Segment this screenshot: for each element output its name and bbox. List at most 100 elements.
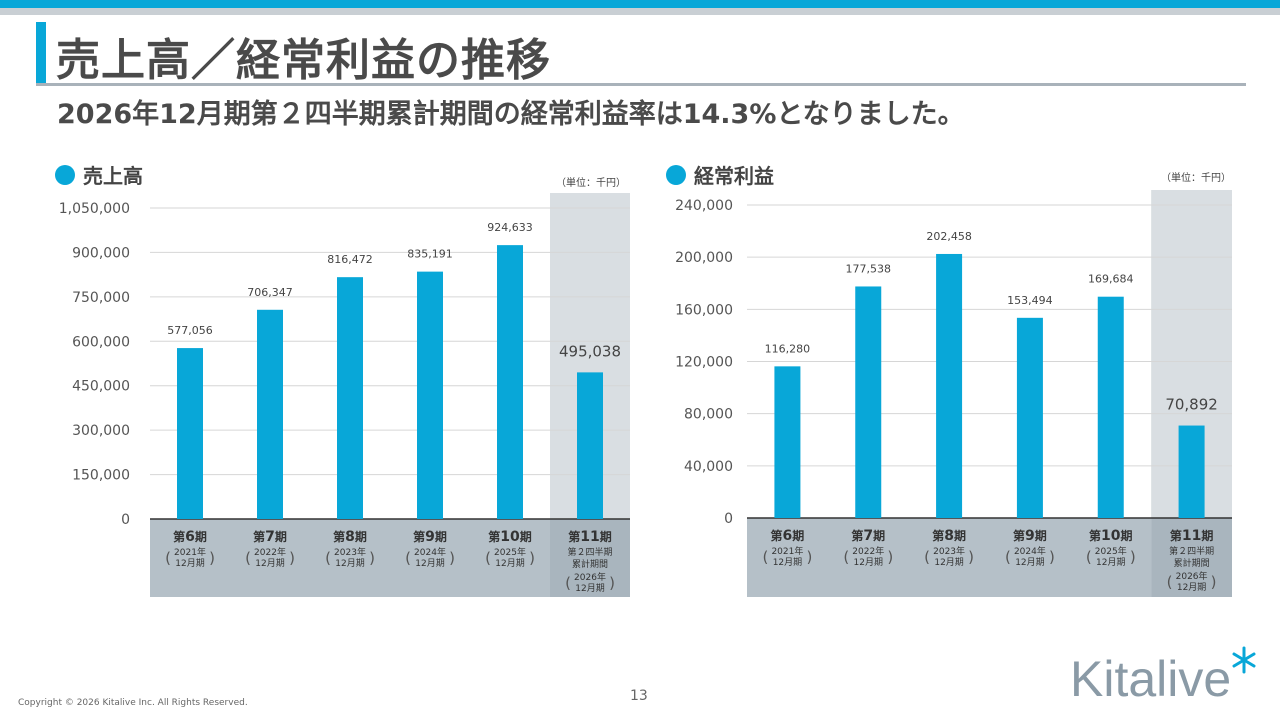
category-year: 2021年 [771,545,803,557]
y-tick-label: 0 [121,512,130,528]
category-month: 12月期 [495,558,524,569]
category-year: 2024年 [414,546,446,558]
category-sublabel: 累計期間 [572,558,608,570]
category-year: 2024年 [1014,545,1046,557]
data-label: 177,538 [846,262,892,275]
data-label: 70,892 [1165,396,1218,414]
bar [577,372,603,519]
data-label: 706,347 [247,286,293,299]
category-label: 第10期 [1089,528,1133,544]
sales-chart-title: 売上高 [83,164,143,188]
title-accent-bar [36,22,46,84]
page-subtitle: 2026年12月期第２四半期累計期間の経常利益率は14.3%となりました。 [57,99,965,130]
category-month: 12月期 [175,558,204,569]
category-month: 12月期 [1015,557,1044,568]
data-label: 169,684 [1088,273,1134,286]
bar [936,253,963,518]
category-label: 第7期 [253,529,287,545]
bar [497,245,523,519]
data-label: 495,038 [559,342,621,360]
category-label: 第7期 [851,528,885,544]
sales-chart-heading: 売上高 [55,160,143,189]
category-label: 第11期 [568,529,612,545]
y-tick-label: 1,050,000 [59,201,130,217]
data-label: 835,191 [407,248,453,261]
paren-glyph: ) [968,548,974,566]
paren-glyph: ( [325,549,331,567]
paren-glyph: ( [924,548,930,566]
y-tick-label: 300,000 [72,423,130,439]
paren-glyph: ( [565,574,571,592]
category-year: 2022年 [254,546,286,558]
category-label: 第6期 [173,529,207,545]
category-month: 12月期 [934,557,963,568]
category-label: 第9期 [413,529,447,545]
bar [855,286,882,518]
logo-wordmark: Kitalive [1070,651,1231,702]
category-month: 12月期 [415,558,444,569]
category-label: 第8期 [333,529,367,545]
y-tick-label: 450,000 [72,379,130,395]
category-band [150,519,550,597]
category-band-highlight [550,519,630,597]
category-band-highlight [1151,518,1232,597]
category-year: 2025年 [1095,545,1127,557]
category-year: 2023年 [933,545,965,557]
data-label: 816,472 [327,253,373,266]
bar [177,348,203,519]
data-label: 924,633 [487,221,533,234]
y-tick-label: 900,000 [72,245,130,261]
asterisk-icon [1232,646,1256,674]
bar [1178,425,1205,518]
paren-glyph: ) [209,549,215,567]
category-label: 第10期 [488,529,532,545]
y-tick-label: 40,000 [684,459,733,475]
category-band [747,518,1152,597]
bar [417,271,443,519]
y-tick-label: 120,000 [675,355,733,371]
kitalive-logo: Kitalive [1070,646,1256,702]
category-month: 12月期 [255,558,284,569]
paren-glyph: ) [289,549,295,567]
paren-glyph: ( [485,549,491,567]
page-title: 売上高／経常利益の推移 [56,35,551,86]
y-tick-label: 80,000 [684,407,733,423]
sales-unit-label: （単位：千円） [556,178,626,189]
bar [774,366,801,518]
y-tick-label: 160,000 [675,302,733,318]
data-label: 202,458 [926,230,972,243]
category-year: 2026年 [574,571,606,583]
bullet-dot-icon [666,164,686,185]
paren-glyph: ) [1130,548,1136,566]
paren-glyph: ) [609,574,615,592]
paren-glyph: ) [1211,573,1217,591]
category-month: 12月期 [773,557,802,568]
category-year: 2023年 [334,546,366,558]
y-tick-label: 200,000 [675,250,733,266]
paren-glyph: ) [1049,548,1055,566]
category-month: 12月期 [854,557,883,568]
paren-glyph: ( [405,549,411,567]
data-label: 153,494 [1007,294,1053,307]
paren-glyph: ( [1005,548,1011,566]
bar [257,309,283,519]
category-month: 12月期 [1177,582,1206,593]
bar [1097,296,1124,518]
y-tick-label: 750,000 [72,290,130,306]
copyright-text: Copyright © 2026 Kitalive Inc. All Right… [18,698,248,708]
top-gray-bar [0,8,1280,15]
category-year: 2026年 [1176,570,1208,582]
paren-glyph: ) [887,548,893,566]
paren-glyph: ) [529,549,535,567]
profit-unit-label: （単位：千円） [1161,173,1231,184]
y-tick-label: 240,000 [675,198,733,214]
bar [1016,317,1043,518]
category-year: 2022年 [852,545,884,557]
data-label: 577,056 [167,324,213,337]
category-label: 第6期 [771,528,805,544]
category-sublabel: 累計期間 [1174,557,1210,569]
category-year: 2025年 [494,546,526,558]
paren-glyph: ( [1167,573,1173,591]
